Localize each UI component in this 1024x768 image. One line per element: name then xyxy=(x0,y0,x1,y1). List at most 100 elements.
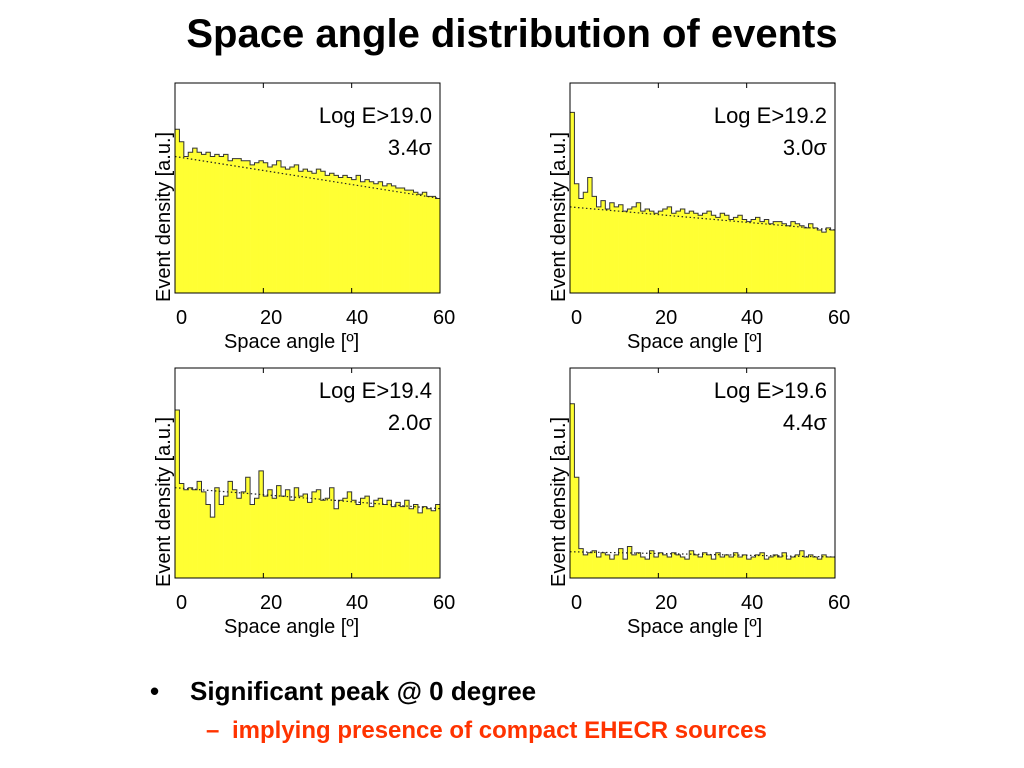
histogram-bar xyxy=(702,552,708,578)
histogram-bar xyxy=(653,213,659,293)
chart-panel-log-e-19-0: Event density [a.u.] 0 20 40 60 Space an… xyxy=(150,78,455,353)
bullet-main: • Significant peak @ 0 degree xyxy=(150,676,767,707)
annotation: Log E>19.2 3.0σ xyxy=(709,100,831,164)
histogram-bar xyxy=(684,559,690,578)
histogram-bar xyxy=(267,167,273,293)
histogram-bar xyxy=(320,500,326,578)
histogram-bar xyxy=(197,481,202,578)
plot-frame xyxy=(174,82,441,294)
histogram-bar xyxy=(307,502,313,578)
histogram-bar xyxy=(201,154,207,293)
histogram-bar xyxy=(325,175,330,293)
histogram-bar xyxy=(733,217,739,293)
histogram-bar xyxy=(596,557,602,578)
fit-line xyxy=(174,155,441,200)
fit-line xyxy=(569,206,836,231)
histogram-bar xyxy=(671,213,677,293)
histogram-bar xyxy=(689,211,694,293)
histogram-bar xyxy=(698,557,703,578)
histogram-bar xyxy=(698,215,703,293)
histogram-bar xyxy=(684,213,690,293)
annotation-significance: 3.0σ xyxy=(782,135,827,160)
histogram-bar xyxy=(609,559,615,578)
histogram-bar xyxy=(799,550,805,578)
histogram-bar xyxy=(413,192,419,293)
histogram-bar xyxy=(254,162,260,293)
histogram-bar xyxy=(693,213,699,293)
bullet-list: • Significant peak @ 0 degree – implying… xyxy=(150,676,767,745)
histogram-bar xyxy=(773,554,778,578)
histogram-bar xyxy=(662,554,668,578)
histogram-bar xyxy=(759,552,765,578)
histogram-bar xyxy=(676,554,681,578)
histogram-bar xyxy=(671,552,677,578)
histogram-bar xyxy=(316,489,322,578)
histogram-bar xyxy=(303,169,308,293)
histogram-bar xyxy=(347,491,352,578)
annotation-significance: 4.4σ xyxy=(782,410,827,435)
histogram-bar xyxy=(263,162,269,293)
x-tick-0: 0 xyxy=(571,307,583,329)
histogram-bar xyxy=(395,502,401,578)
annotation-energy: Log E>19.2 xyxy=(713,103,827,128)
x-axis-label: Space angle [º] xyxy=(627,331,763,353)
histogram-bar xyxy=(294,164,299,293)
histogram-bar xyxy=(587,552,593,578)
histogram-svg xyxy=(174,82,441,294)
histogram-bar xyxy=(574,183,580,293)
histogram-bar xyxy=(210,156,216,293)
histogram-bar xyxy=(272,164,277,293)
histogram-bar xyxy=(422,192,428,293)
histogram-bar xyxy=(175,129,180,293)
histogram-bar xyxy=(267,489,273,578)
histogram-bar xyxy=(689,550,694,578)
histogram-bar xyxy=(614,206,619,293)
sub-bullet-marker: – xyxy=(206,717,220,744)
histogram-bar xyxy=(298,171,304,293)
histogram-bar xyxy=(417,194,423,293)
histogram-bar xyxy=(334,508,339,578)
x-tick-20: 20 xyxy=(260,592,283,614)
histogram-bar xyxy=(307,171,313,293)
histogram-bar xyxy=(413,504,419,578)
x-tick-40: 40 xyxy=(741,307,764,329)
histogram-bar xyxy=(746,221,752,293)
histogram-bar xyxy=(426,196,432,293)
histogram-bar xyxy=(645,209,650,293)
annotation-significance: 2.0σ xyxy=(387,410,432,435)
histogram-bar xyxy=(667,557,672,578)
histogram-bar xyxy=(435,198,441,293)
x-tick-20: 20 xyxy=(260,307,283,329)
histogram-bar xyxy=(236,498,242,578)
histogram-bar xyxy=(605,209,611,293)
histogram-bar xyxy=(373,183,379,293)
histogram-bar xyxy=(631,206,637,293)
histogram-bar xyxy=(680,209,686,293)
histogram-bar xyxy=(821,554,827,578)
histogram-bar xyxy=(605,554,611,578)
slide-title: Space angle distribution of events xyxy=(186,12,838,56)
histogram-bar xyxy=(387,500,392,578)
annotation-energy: Log E>19.0 xyxy=(318,103,432,128)
histogram-bar xyxy=(658,552,664,578)
histogram-svg xyxy=(174,367,441,579)
histogram-bar xyxy=(751,557,756,578)
histogram-bar xyxy=(342,498,348,578)
histogram-bar xyxy=(662,209,668,293)
histogram-bar xyxy=(435,504,441,578)
plot-frame xyxy=(569,82,836,294)
histogram-bar xyxy=(583,554,588,578)
histogram-bar xyxy=(729,557,734,578)
histogram-bar xyxy=(356,504,361,578)
histogram-bar xyxy=(609,202,615,293)
histogram-bar xyxy=(715,552,721,578)
x-tick-0: 0 xyxy=(571,592,583,614)
histogram-bar xyxy=(179,483,185,578)
histogram-bar xyxy=(649,550,655,578)
histogram-bar xyxy=(618,204,624,293)
x-tick-60: 60 xyxy=(828,592,851,614)
x-tick-40: 40 xyxy=(741,592,764,614)
histogram-outline xyxy=(174,128,440,293)
x-axis-label: Space angle [º] xyxy=(224,616,360,638)
histogram-bar xyxy=(214,154,220,293)
